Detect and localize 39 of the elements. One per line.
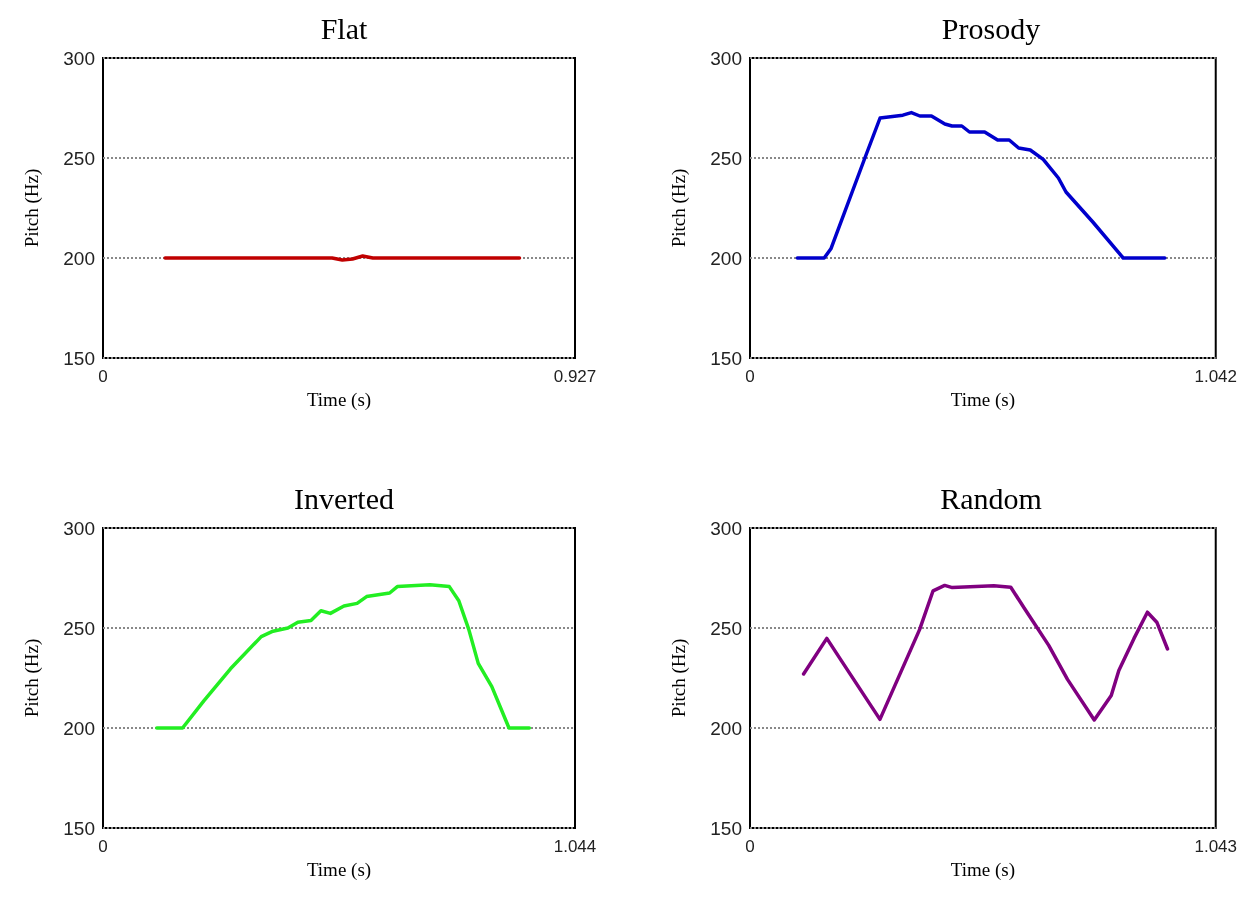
x-axis-title: Time (s)	[306, 388, 372, 411]
x-tick-label: 1.043	[1194, 837, 1237, 856]
x-tick-label: 0	[745, 837, 755, 856]
x-tick-label: 0	[745, 367, 755, 386]
x-tick-label: 1.044	[553, 837, 597, 856]
chart-title: Prosody	[941, 11, 1041, 45]
line-series	[155, 583, 532, 730]
x-axis-title: Time (s)	[306, 858, 372, 881]
chart-title: Flat	[320, 11, 368, 45]
y-tick-label: 300	[63, 47, 95, 69]
x-axis-title: Time (s)	[950, 858, 1015, 881]
x-axis-title: Time (s)	[950, 388, 1015, 411]
x-tick-label: 0.927	[553, 367, 597, 386]
y-tick-label: 300	[63, 517, 95, 539]
y-tick-label: 250	[63, 617, 95, 639]
y-tick-label: 150	[63, 817, 95, 839]
y-tick-label: 150	[63, 347, 95, 369]
y-tick-label: 150	[710, 817, 742, 839]
y-tick-label: 200	[710, 247, 742, 269]
y-tick-label: 200	[63, 247, 95, 269]
y-axis-title: Pitch (Hz)	[668, 638, 690, 718]
y-axis-title: Pitch (Hz)	[21, 168, 43, 248]
y-axis-title: Pitch (Hz)	[668, 168, 690, 248]
chart-title: Inverted	[294, 481, 394, 515]
x-tick-label: 0	[98, 367, 108, 386]
line-series	[801, 583, 1170, 722]
y-tick-label: 300	[710, 517, 742, 539]
y-tick-label: 200	[710, 717, 742, 739]
chart-title: Random	[940, 481, 1042, 515]
y-tick-label: 200	[63, 717, 95, 739]
y-tick-label: 250	[710, 147, 742, 169]
y-tick-label: 250	[63, 147, 95, 169]
x-tick-label: 1.042	[1194, 367, 1237, 386]
x-tick-label: 0	[98, 837, 108, 856]
y-tick-label: 150	[710, 347, 742, 369]
y-tick-label: 250	[710, 617, 742, 639]
y-tick-label: 300	[710, 47, 742, 69]
line-series	[795, 110, 1167, 260]
y-axis-title: Pitch (Hz)	[21, 638, 43, 718]
